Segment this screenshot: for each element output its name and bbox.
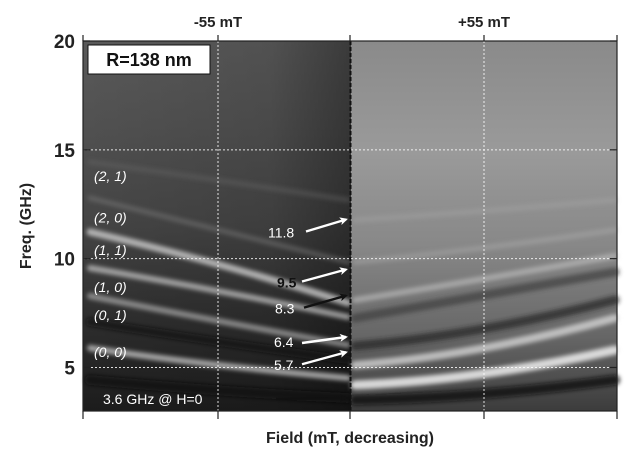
mode-label: (0, 0) xyxy=(94,344,127,360)
x-axis-label: Field (mT, decreasing) xyxy=(266,430,434,447)
y-tick-label: 15 xyxy=(54,141,76,162)
annotation-label: 5.7 xyxy=(274,357,294,373)
mode-label: (0, 1) xyxy=(94,307,127,323)
y-tick-label: 10 xyxy=(54,250,75,271)
annotation-arrow xyxy=(301,349,348,366)
annotation-label: 3.6 GHz @ H=0 xyxy=(103,391,203,407)
radius-label-box: R=138 nm xyxy=(87,44,211,75)
y-tick-label: 5 xyxy=(64,358,75,379)
annotations: 11.8 9.5 8.3 6.4 5.7 3.6 GHz @ H=0 xyxy=(103,217,348,407)
mode-labels: (2, 1) (2, 0) (1, 1) (1, 0) (0, 1) (0, 0) xyxy=(94,168,127,360)
annotation-arrow xyxy=(275,394,348,403)
y-tick-label: 20 xyxy=(54,32,75,53)
heatmap-panel-left xyxy=(83,41,353,411)
annotation-arrow xyxy=(305,217,348,233)
annotation-label: 6.4 xyxy=(274,334,294,350)
y-axis: 5 10 15 20 xyxy=(54,32,617,379)
annotation-label: 9.5 xyxy=(277,275,297,291)
mode-label: (2, 1) xyxy=(94,168,127,184)
annotation-label: 11.8 xyxy=(268,224,294,240)
radius-label: R=138 nm xyxy=(106,50,192,70)
annotation-arrow xyxy=(301,333,348,345)
right-panel-title: +55 mT xyxy=(458,14,510,31)
grid-lines xyxy=(83,41,617,411)
y-axis-label: Freq. (GHz) xyxy=(18,183,35,269)
x-axis xyxy=(82,35,618,419)
left-panel-title: -55 mT xyxy=(194,14,242,31)
mode-label: (1, 1) xyxy=(94,242,127,258)
annotation-arrow xyxy=(303,293,348,309)
mode-label: (1, 0) xyxy=(94,279,127,295)
annotation-label: 8.3 xyxy=(275,301,295,317)
mode-label: (2, 0) xyxy=(94,209,127,225)
annotation-arrow xyxy=(301,267,348,283)
